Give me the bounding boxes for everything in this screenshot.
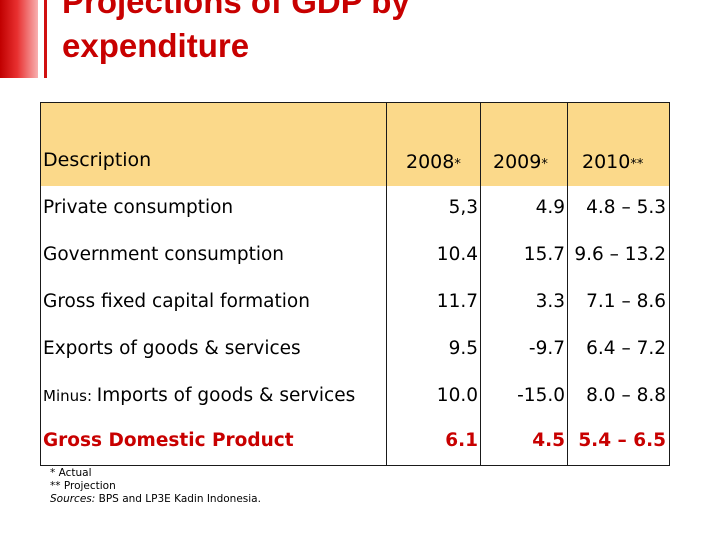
footnote-projection: ** Projection (50, 480, 116, 492)
header-2009: 2009* (493, 151, 548, 173)
cell-2010: 8.0 – 8.8 (586, 385, 666, 406)
cell-2008: 10.0 (436, 385, 478, 406)
column-divider-1 (386, 102, 387, 466)
column-divider-3 (567, 102, 568, 466)
gdp-label: Gross Domestic Product (43, 430, 294, 451)
header-description: Description (43, 149, 152, 171)
cell-2009: 4.9 (535, 197, 565, 218)
title-accent-line (44, 0, 47, 78)
row-label: Government consumption (43, 244, 285, 265)
table-border-right (669, 102, 670, 466)
cell-2010: 9.6 – 13.2 (574, 244, 666, 265)
header-2010: 2010** (582, 151, 644, 173)
minus-prefix: Minus: (43, 387, 97, 405)
title-accent-band (0, 0, 38, 78)
row-label: Minus: Imports of goods & services (43, 385, 356, 406)
title-line-1: Projections of GDP by (62, 0, 410, 20)
cell-2009: -15.0 (517, 385, 565, 406)
cell-2008: 11.7 (436, 291, 478, 312)
column-divider-2 (480, 102, 481, 466)
cell-2009: 4.5 (532, 430, 565, 451)
table-border-left (40, 102, 41, 466)
table-header-background (40, 102, 670, 186)
cell-2010: 6.4 – 7.2 (586, 338, 666, 359)
table-border-bottom (40, 465, 670, 466)
row-label: Exports of goods & services (43, 338, 301, 359)
cell-2009: -9.7 (528, 338, 565, 359)
cell-2009: 15.7 (523, 244, 565, 265)
table-border-top (40, 102, 670, 103)
cell-2008: 5,3 (448, 197, 478, 218)
cell-2010: 4.8 – 5.3 (586, 197, 666, 218)
table-body-background (40, 186, 670, 466)
cell-2010: 7.1 – 8.6 (586, 291, 666, 312)
cell-2008: 6.1 (445, 430, 478, 451)
row-label: Gross fixed capital formation (43, 291, 310, 312)
header-2008: 2008* (406, 151, 461, 173)
page-title: Projections of GDP by expenditure (62, 0, 410, 68)
cell-2009: 3.3 (535, 291, 565, 312)
gdp-projection-table: Description 2008* 2009* 2010** Private c… (40, 102, 670, 466)
row-label: Private consumption (43, 197, 234, 218)
cell-2008: 10.4 (436, 244, 478, 265)
footnote-actual: * Actual (50, 467, 92, 479)
footnotes: * Actual ** Projection Sources: BPS and … (50, 467, 261, 506)
cell-2010: 5.4 – 6.5 (578, 430, 666, 451)
cell-2008: 9.5 (448, 338, 478, 359)
footnote-sources: Sources: BPS and LP3E Kadin Indonesia. (50, 493, 261, 505)
title-line-2: expenditure (62, 27, 250, 64)
